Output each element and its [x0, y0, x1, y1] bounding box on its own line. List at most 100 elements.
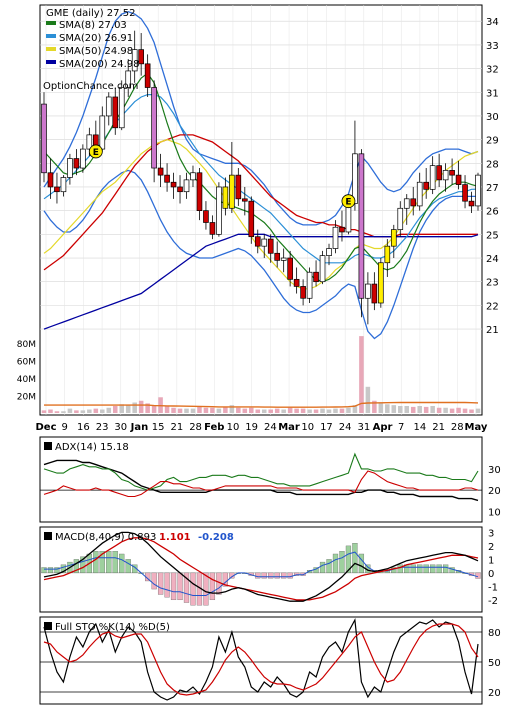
candle-body	[151, 87, 157, 169]
candle-body	[358, 153, 365, 299]
macd-histogram-bar	[99, 551, 105, 574]
candle-body	[371, 283, 378, 304]
volume-bar	[48, 409, 53, 413]
candle-body	[319, 255, 326, 283]
volume-bar	[93, 408, 99, 413]
price-tick-label: 32	[486, 65, 499, 76]
volume-bar	[249, 407, 254, 413]
macd-histogram-bar	[119, 553, 125, 574]
macd-histogram-bar	[268, 572, 274, 579]
x-tick-label: 19	[245, 422, 258, 433]
x-tick-label: Feb	[204, 422, 224, 433]
candle-body	[365, 283, 371, 299]
macd-histogram-bar	[287, 572, 293, 579]
sto-title: Full STO %K(14) %D(5)	[55, 622, 170, 633]
volume-bar	[100, 409, 105, 413]
candle-body	[410, 198, 417, 207]
macd-histogram-bar	[209, 572, 216, 601]
macd-histogram-bar	[54, 567, 60, 574]
volume-bar	[398, 406, 403, 413]
candle-body	[254, 236, 261, 247]
candle-body	[436, 165, 442, 181]
x-tick-label: 24	[264, 422, 277, 433]
volume-bar	[67, 408, 73, 413]
price-tick-label: 27	[486, 183, 499, 194]
upper-bollinger-line	[43, 11, 479, 226]
candle-body	[261, 238, 268, 247]
volume-bar	[197, 406, 202, 413]
candle-body	[462, 184, 468, 202]
earnings-marker-label: E	[93, 148, 99, 158]
sma200-line	[43, 233, 479, 330]
volume-bar	[80, 410, 86, 413]
candle-body	[138, 49, 144, 65]
volume-bar	[339, 408, 345, 413]
volume-bar	[352, 405, 358, 413]
x-tick-label: 21	[432, 422, 445, 433]
volume-bar	[164, 406, 170, 413]
macd-histogram-bar	[423, 564, 429, 574]
volume-bar	[261, 409, 267, 413]
price-tick-label: 33	[486, 41, 499, 52]
macd-histogram-bar	[345, 545, 352, 574]
candle-body	[203, 210, 209, 223]
volume-bar	[41, 410, 47, 413]
volume-bar	[469, 409, 474, 413]
x-tick-label: 24	[339, 422, 352, 433]
candle-body	[293, 278, 300, 287]
sma50-line	[43, 138, 479, 290]
candle-body	[423, 181, 429, 190]
volume-bar	[125, 405, 131, 413]
macd-tick-label: 2	[488, 542, 494, 553]
watermark: OptionChance.com	[43, 81, 138, 92]
x-tick-label: 10	[227, 422, 240, 433]
candle-body	[183, 179, 190, 193]
macd-histogram-bar	[255, 572, 261, 579]
candle-body	[378, 262, 384, 304]
x-tick-label: 17	[320, 422, 333, 433]
sto-legend-swatch	[44, 622, 52, 630]
candle-body	[429, 165, 436, 190]
macd-histogram-value: -0.208	[198, 532, 234, 543]
candle-body	[47, 172, 54, 188]
volume-bar	[417, 406, 422, 413]
macd-signal-value: 1.101	[159, 532, 191, 543]
candle-body	[177, 186, 183, 193]
macd-histogram-bar	[190, 572, 196, 606]
candle-body	[125, 70, 132, 88]
volume-bar	[462, 408, 468, 413]
candle-body	[105, 96, 112, 117]
volume-bar	[372, 400, 377, 413]
macd-histogram-bar	[417, 564, 423, 574]
candle-body	[157, 167, 164, 176]
volume-bar	[242, 408, 248, 413]
candle-body	[222, 186, 229, 209]
macd-tick-label: -2	[488, 596, 498, 607]
volume-bar	[443, 407, 448, 413]
price-chart-title: GME (daily) 27.52	[46, 8, 135, 19]
volume-bar	[132, 402, 137, 413]
macd-histogram-bar	[352, 543, 358, 574]
price-tick-label: 22	[486, 301, 499, 312]
candle-body	[248, 200, 255, 238]
price-tick-label: 26	[486, 207, 499, 218]
minus-di-line	[43, 470, 479, 498]
x-tick-label: 31	[357, 422, 370, 433]
x-tick-label: 10	[301, 422, 314, 433]
volume-bar	[106, 407, 112, 413]
macd-histogram-bar	[443, 564, 449, 574]
macd-histogram-bar	[294, 572, 300, 576]
macd-histogram-bar	[80, 556, 86, 574]
macd-histogram-bar	[339, 551, 345, 574]
adx-tick-label: 30	[488, 465, 501, 476]
volume-bar	[268, 409, 273, 413]
price-tick-label: 30	[486, 112, 499, 123]
macd-histogram-bar	[281, 572, 287, 579]
x-tick-label: 30	[114, 422, 127, 433]
volume-bar	[236, 407, 241, 413]
volume-bar	[430, 406, 435, 413]
candle-body	[390, 229, 397, 247]
volume-bar	[287, 407, 293, 413]
